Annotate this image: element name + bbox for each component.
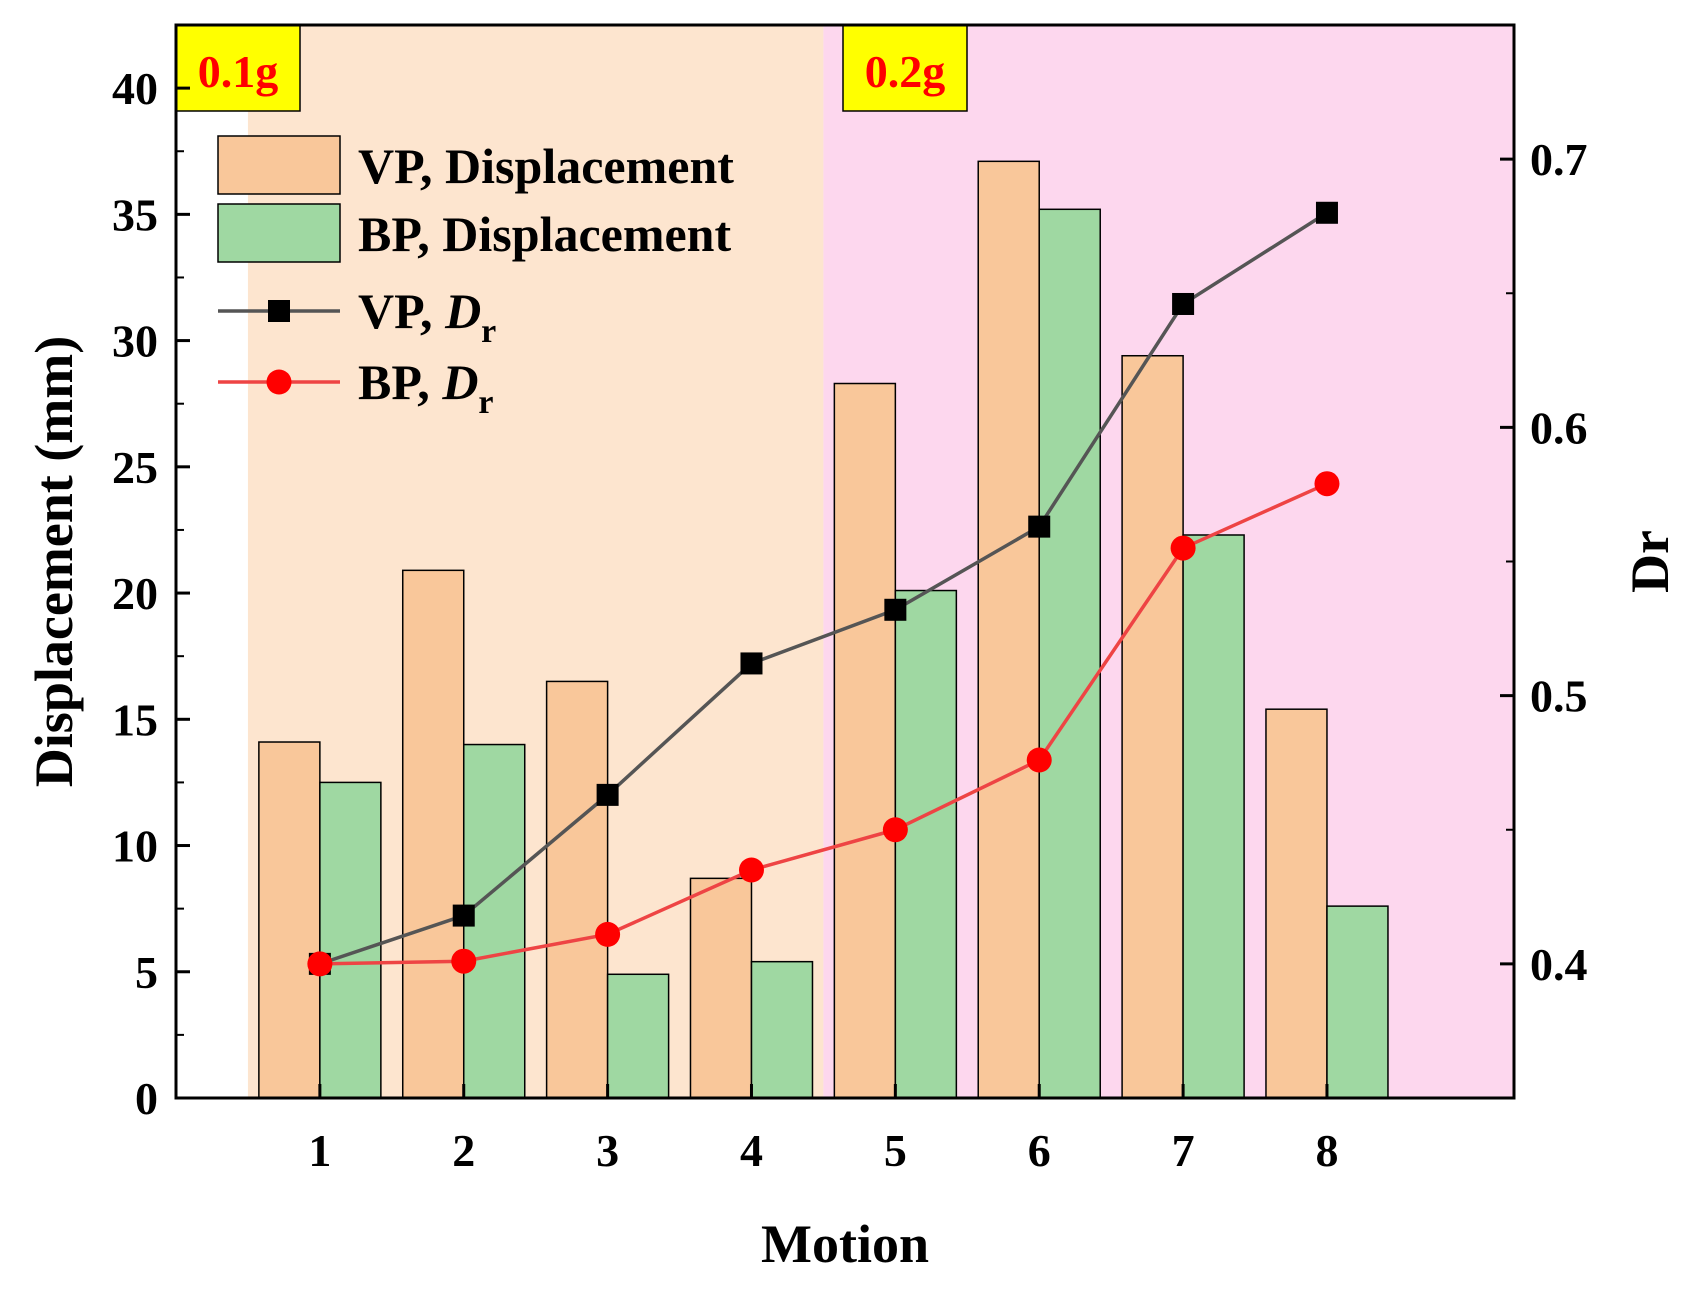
y-right-tick-label-0.4: 0.4: [1530, 939, 1588, 990]
x-tick-label-3: 3: [596, 1125, 619, 1176]
y-left-tick-label-5: 5: [135, 947, 158, 998]
y-left-tick-label-15: 15: [112, 694, 158, 745]
bar-bp-displacement-4: [750, 960, 814, 1099]
y-left-tick-label-10: 10: [112, 821, 158, 872]
bar-bp-displacement-1: [319, 781, 382, 1099]
bar-vp-displacement-3: [545, 680, 609, 1099]
point-vp-dr-6: [1028, 515, 1051, 538]
y-left-tick-label-0: 0: [135, 1073, 158, 1124]
region-label-2: 0.2g: [865, 46, 946, 97]
x-tick-label-7: 7: [1172, 1125, 1195, 1176]
legend-swatch-bp-displacement: [217, 203, 341, 263]
y-left-tick-label-30: 30: [112, 316, 158, 367]
legend-label-vp-displacement: VP, Displacement: [358, 138, 734, 194]
legend-label-bp-dr: BP, Dr: [358, 354, 494, 421]
region-label-box-1: [175, 24, 301, 112]
point-bp-dr-2: [451, 948, 477, 974]
y-right-tick-label-0.7: 0.7: [1530, 134, 1588, 185]
legend-label-vp-dr: VP, Dr: [358, 283, 496, 350]
bar-vp-displacement-6: [977, 160, 1040, 1099]
legend-marker-vp-dr: [268, 300, 290, 322]
bar-vp-displacement-8: [1265, 708, 1328, 1099]
line-bp-dr: [319, 482, 1328, 966]
legend-swatch-vp-displacement: [217, 135, 341, 195]
y-axis-title-left: Displacement (mm): [24, 336, 84, 787]
y-left-tick-label-35: 35: [112, 189, 158, 240]
bar-bp-displacement-7: [1182, 534, 1245, 1099]
bar-vp-displacement-2: [401, 569, 465, 1099]
x-tick-label-8: 8: [1315, 1125, 1338, 1176]
y-left-tick-label-25: 25: [112, 442, 158, 493]
x-tick-label-6: 6: [1028, 1125, 1051, 1176]
x-axis-title: Motion: [761, 1214, 929, 1274]
point-bp-dr-5: [882, 817, 908, 843]
bar-bp-displacement-6: [1038, 208, 1101, 1099]
bar-bp-displacement-8: [1326, 905, 1389, 1099]
point-bp-dr-6: [1026, 747, 1052, 773]
point-vp-dr-3: [596, 783, 619, 806]
bar-vp-displacement-4: [689, 877, 753, 1099]
bar-vp-displacement-7: [1121, 354, 1184, 1099]
y-left-tick-label-20: 20: [112, 568, 158, 619]
point-bp-dr-8: [1314, 471, 1340, 497]
x-tick-label-1: 1: [308, 1125, 331, 1176]
bar-bp-displacement-3: [606, 973, 670, 1099]
bar-bp-displacement-5: [894, 589, 958, 1099]
x-tick-label-4: 4: [740, 1125, 763, 1176]
region-label-1: 0.1g: [198, 46, 279, 97]
point-bp-dr-7: [1170, 535, 1196, 561]
point-bp-dr-1: [307, 951, 333, 977]
x-tick-label-5: 5: [884, 1125, 907, 1176]
y-right-tick-label-0.6: 0.6: [1530, 402, 1588, 453]
y-right-tick-label-0.5: 0.5: [1530, 671, 1588, 722]
legend-label-bp-displacement: BP, Displacement: [358, 206, 731, 262]
bar-vp-displacement-5: [833, 382, 897, 1099]
point-vp-dr-4: [740, 652, 763, 675]
point-vp-dr-2: [452, 904, 475, 927]
x-tick-label-2: 2: [452, 1125, 475, 1176]
y-left-tick-label-40: 40: [112, 63, 158, 114]
bar-vp-displacement-1: [258, 741, 321, 1099]
point-vp-dr-7: [1172, 292, 1195, 315]
point-vp-dr-5: [884, 598, 907, 621]
line-vp-dr: [319, 211, 1328, 966]
point-bp-dr-4: [738, 857, 764, 883]
point-bp-dr-3: [595, 921, 621, 947]
legend-marker-bp-dr: [266, 369, 292, 395]
region-label-box-2: [842, 24, 968, 112]
point-vp-dr-8: [1315, 201, 1338, 224]
y-axis-title-right: Dr: [1620, 530, 1680, 593]
